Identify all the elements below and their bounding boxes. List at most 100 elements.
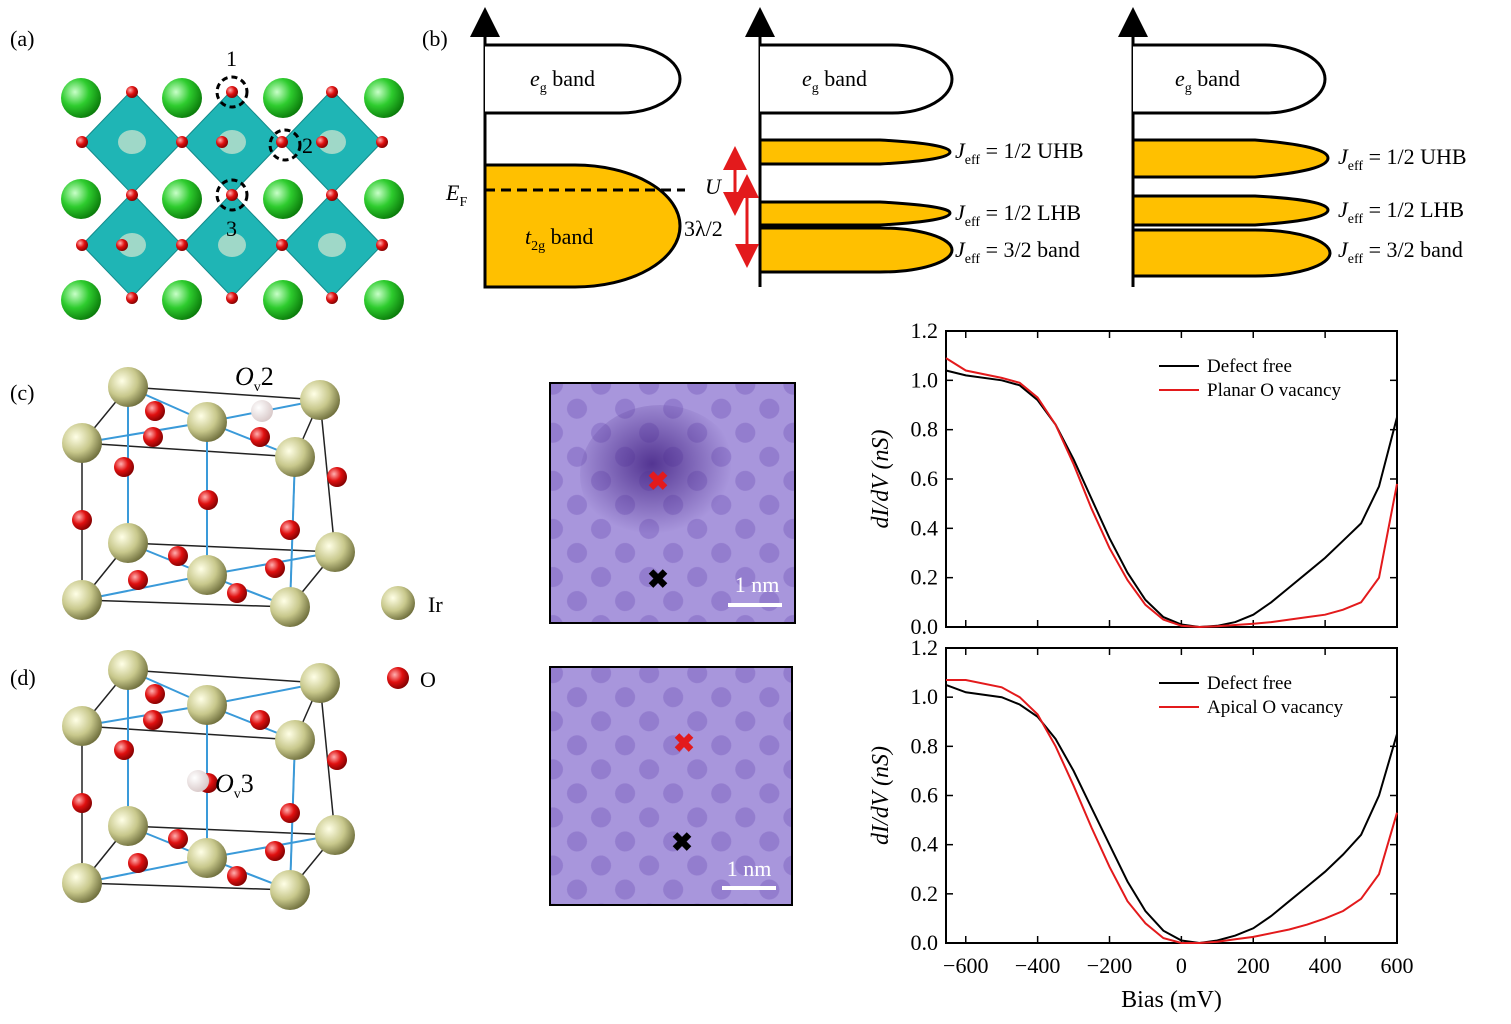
band-label: Jeff = 3/2 band bbox=[1338, 237, 1463, 267]
label-main: e bbox=[1175, 66, 1185, 91]
x-tick-label: −400 bbox=[1015, 953, 1060, 978]
label-sub: eff bbox=[965, 215, 981, 230]
o-atom bbox=[327, 467, 347, 487]
legend-label: Planar O vacancy bbox=[1207, 380, 1341, 401]
atom-legend: Ir bbox=[428, 592, 443, 617]
cross-marker: ✖ bbox=[647, 467, 669, 496]
o-atom bbox=[145, 401, 165, 421]
label-main: E bbox=[445, 180, 460, 205]
t2g-band-shape bbox=[483, 163, 682, 289]
a-site-atom bbox=[364, 78, 404, 118]
label-sub: eff bbox=[965, 153, 981, 168]
j32-shape bbox=[758, 226, 954, 274]
series-line bbox=[945, 357, 1398, 629]
label-rest: = 1/2 LHB bbox=[980, 200, 1081, 225]
label-sub: eff bbox=[1348, 252, 1364, 267]
legend-atom bbox=[387, 667, 409, 689]
y-tick-label: 0.8 bbox=[911, 733, 939, 758]
cross-marker: ✖ bbox=[673, 729, 695, 758]
site-marker bbox=[215, 75, 249, 109]
o-atom bbox=[168, 546, 188, 566]
cell-edge bbox=[81, 725, 296, 741]
band-label: eg band bbox=[802, 66, 867, 96]
label-sub: g bbox=[1185, 81, 1192, 96]
band-label: Jeff = 1/2 UHB bbox=[955, 138, 1084, 168]
stm-image: ✖ ✖ 1 nm bbox=[549, 382, 796, 624]
ir-atom bbox=[62, 423, 102, 463]
y-tick-label: 1.2 bbox=[911, 635, 939, 660]
site-marker bbox=[215, 178, 249, 212]
frame bbox=[549, 382, 796, 624]
a-site-atom bbox=[263, 179, 303, 219]
o-vacancy bbox=[251, 400, 273, 422]
o-atom bbox=[327, 750, 347, 770]
eg-band-shape bbox=[760, 43, 954, 115]
label-sub: F bbox=[459, 195, 467, 210]
x-tick-label: 200 bbox=[1237, 953, 1270, 978]
cross-marker: ✖ bbox=[671, 828, 693, 857]
o-atom bbox=[280, 803, 300, 823]
o-atom bbox=[376, 136, 388, 148]
band-label: t2g band bbox=[525, 224, 593, 254]
eg-band-shape bbox=[485, 43, 682, 115]
o-atom bbox=[114, 457, 134, 477]
eg-band-shape bbox=[1133, 43, 1327, 115]
o-atom bbox=[216, 136, 228, 148]
o-atom bbox=[143, 710, 163, 730]
x-axis-label: Bias (mV) bbox=[1121, 987, 1222, 1013]
o-atom bbox=[145, 684, 165, 704]
perovskite-lattice bbox=[61, 75, 404, 320]
band-label: EF bbox=[445, 180, 467, 210]
cell-edge bbox=[127, 825, 336, 836]
label-main: J bbox=[1338, 197, 1349, 222]
y-tick-label: 0.6 bbox=[911, 466, 939, 491]
o-atom bbox=[198, 490, 218, 510]
ir-atom bbox=[270, 870, 310, 910]
defect-spot bbox=[580, 405, 740, 545]
label-sub: g bbox=[540, 81, 547, 96]
o-atom bbox=[226, 189, 238, 201]
y-tick-label: 1.0 bbox=[911, 684, 939, 709]
o-atom bbox=[326, 86, 338, 98]
panel-label: (a) bbox=[10, 26, 34, 51]
label-rest: band bbox=[545, 224, 593, 249]
plot-frame bbox=[945, 647, 1398, 944]
label-sub: eff bbox=[1348, 212, 1364, 227]
y-axis-label: dI/dV (nS) bbox=[868, 746, 894, 845]
y-tick-label: 0.6 bbox=[911, 783, 939, 808]
band-label: Ov2 bbox=[235, 362, 274, 395]
label-sub: v bbox=[234, 787, 241, 802]
ir-atom bbox=[218, 130, 246, 154]
y-tick-label: 1.0 bbox=[911, 367, 939, 392]
ir-atom bbox=[187, 838, 227, 878]
legend-label: Defect free bbox=[1207, 673, 1292, 694]
stm-image: ✖ ✖ 1 nm bbox=[549, 666, 793, 906]
x-tick-label: 400 bbox=[1309, 953, 1342, 978]
o-atom bbox=[128, 853, 148, 873]
uhb-shape bbox=[1131, 138, 1330, 179]
u-label: U bbox=[705, 174, 723, 199]
o-atom bbox=[226, 86, 238, 98]
band-label: eg band bbox=[1175, 66, 1240, 96]
a-site-atom bbox=[263, 280, 303, 320]
o-atom bbox=[76, 239, 88, 251]
ir-atom bbox=[62, 580, 102, 620]
label-main: e bbox=[530, 66, 540, 91]
ir-atom bbox=[62, 863, 102, 903]
cell-edge bbox=[127, 386, 321, 401]
o-atom bbox=[250, 710, 270, 730]
j32-shape bbox=[1131, 228, 1332, 278]
ir-atom bbox=[315, 532, 355, 572]
band-label: Jeff = 3/2 band bbox=[955, 237, 1080, 267]
label-rest: = 3/2 band bbox=[980, 237, 1080, 262]
label-sub: 2g bbox=[531, 239, 545, 254]
o-atom bbox=[126, 189, 138, 201]
band-label: Jeff = 1/2 LHB bbox=[955, 200, 1081, 230]
cell-edge bbox=[81, 882, 291, 891]
unit-cell: Ov3 bbox=[62, 650, 355, 910]
ir-atom bbox=[187, 402, 227, 442]
o-atom bbox=[72, 510, 92, 530]
o-atom bbox=[143, 427, 163, 447]
o-atom bbox=[116, 239, 128, 251]
